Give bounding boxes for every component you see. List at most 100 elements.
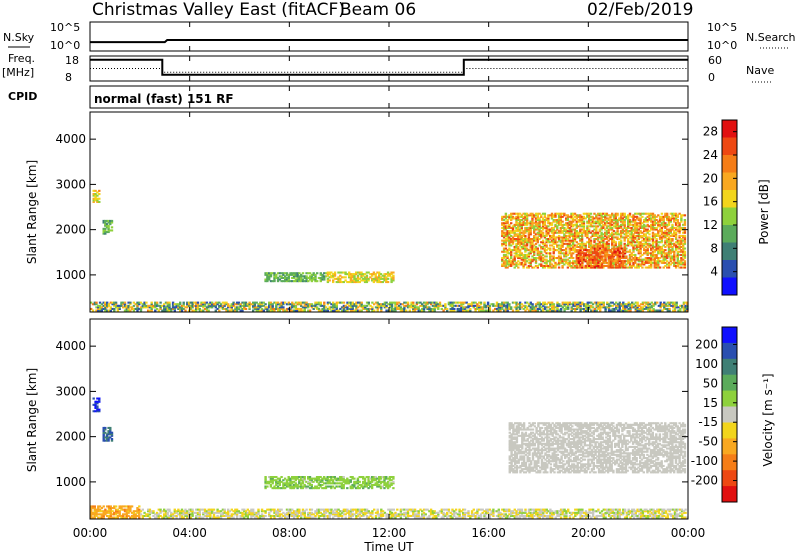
data-cell [543, 249, 547, 252]
data-cell [451, 304, 454, 307]
data-cell [607, 258, 610, 261]
data-cell [212, 511, 216, 514]
data-cell [333, 306, 337, 309]
data-cell [111, 513, 114, 516]
data-cell [205, 306, 209, 309]
data-cell [186, 303, 189, 306]
data-cell [586, 253, 589, 256]
power-colorbar-label: Power [dB] [757, 179, 771, 244]
data-cell [453, 304, 456, 307]
data-cell [492, 304, 495, 307]
data-cell [269, 273, 273, 276]
data-cell [328, 511, 331, 514]
data-cell [166, 309, 169, 312]
data-cell [506, 239, 509, 242]
data-cell [545, 252, 548, 255]
data-cell [319, 514, 322, 517]
data-cell [579, 234, 582, 237]
data-cell [244, 307, 248, 310]
data-cell [622, 263, 625, 266]
data-cell [122, 513, 125, 516]
data-cell [628, 250, 632, 253]
data-cell [499, 309, 502, 312]
data-cell [444, 307, 447, 310]
data-cell [641, 225, 644, 228]
data-cell [682, 263, 685, 266]
data-cell [300, 280, 303, 283]
data-cell [429, 307, 433, 310]
data-cell [627, 231, 630, 234]
data-cell [658, 225, 662, 228]
data-cell [563, 238, 566, 241]
data-cell [609, 222, 612, 225]
data-cell [573, 266, 577, 269]
data-cell [517, 253, 520, 256]
data-cell [588, 253, 591, 256]
data-cell [250, 510, 253, 513]
data-cell [307, 309, 310, 312]
data-cell [611, 255, 614, 258]
data-cell [605, 238, 609, 241]
data-cell [680, 306, 684, 309]
data-cell [565, 230, 568, 233]
data-cell [125, 511, 128, 514]
data-cell [611, 261, 614, 264]
data-cell [572, 252, 575, 255]
data-cell [632, 230, 635, 233]
data-cell [579, 303, 582, 306]
data-cell [565, 239, 568, 242]
data-cell [676, 230, 679, 233]
data-cell [442, 304, 445, 307]
data-cell [351, 274, 354, 277]
data-cell [596, 245, 600, 248]
data-cell [173, 303, 176, 306]
data-cell [209, 301, 212, 304]
data-cell [510, 214, 513, 217]
data-cell [298, 309, 301, 312]
data-cell [385, 273, 388, 276]
data-cell [540, 258, 543, 261]
data-cell [646, 215, 649, 218]
data-cell [667, 239, 671, 242]
data-cell [362, 274, 365, 277]
data-cell [595, 233, 598, 236]
data-cell [604, 228, 607, 231]
data-cell [218, 304, 221, 307]
data-cell [141, 306, 144, 309]
data-cell [628, 261, 632, 264]
data-cell [611, 266, 614, 269]
data-cell [549, 252, 552, 255]
data-cell [460, 309, 463, 312]
data-cell [531, 250, 534, 253]
data-cell [552, 255, 555, 258]
data-cell [664, 307, 668, 310]
data-cell [625, 304, 629, 307]
data-cell [141, 303, 144, 306]
data-cell [597, 306, 600, 309]
data-cell [276, 280, 280, 283]
data-cell [90, 511, 93, 514]
data-cell [96, 199, 99, 202]
data-cell [385, 309, 388, 312]
data-cell [657, 260, 660, 263]
data-cell [541, 212, 545, 215]
data-cell [296, 301, 299, 304]
data-cell [292, 272, 296, 275]
data-cell [333, 511, 337, 514]
data-cell [129, 507, 132, 510]
data-cell [615, 252, 618, 255]
data-cell [657, 230, 660, 233]
data-cell [244, 304, 248, 307]
data-cell [296, 510, 299, 513]
data-cell [595, 245, 598, 248]
data-cell [511, 212, 515, 215]
data-cell [623, 212, 626, 215]
data-cell [572, 304, 575, 307]
data-cell [463, 307, 467, 310]
data-cell [588, 263, 591, 266]
data-cell [676, 241, 679, 244]
data-cell [335, 510, 338, 513]
data-cell [644, 252, 648, 255]
data-cell [595, 215, 598, 218]
data-cell [282, 280, 285, 283]
